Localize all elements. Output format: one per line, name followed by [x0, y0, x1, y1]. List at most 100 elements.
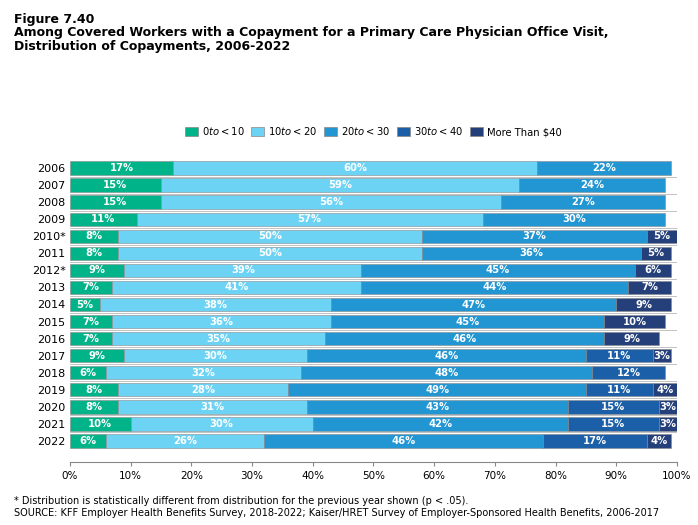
Text: 8%: 8% — [86, 402, 103, 412]
Bar — [70, 213, 137, 226]
Bar — [567, 417, 659, 430]
Bar — [586, 349, 653, 362]
Bar — [70, 383, 119, 396]
Bar — [161, 195, 501, 209]
Text: 50%: 50% — [258, 248, 282, 258]
Bar — [70, 161, 173, 175]
Text: 46%: 46% — [392, 436, 416, 446]
Text: 17%: 17% — [583, 436, 607, 446]
Bar — [641, 247, 671, 260]
Text: 60%: 60% — [343, 163, 367, 173]
Text: 15%: 15% — [601, 402, 625, 412]
Bar — [161, 178, 519, 192]
Bar — [124, 264, 362, 277]
Text: 48%: 48% — [434, 368, 459, 378]
Bar — [70, 400, 119, 414]
Text: Figure 7.40: Figure 7.40 — [14, 13, 94, 26]
Text: 59%: 59% — [328, 180, 352, 190]
Text: 32%: 32% — [191, 368, 216, 378]
Text: 9%: 9% — [89, 351, 105, 361]
Bar — [646, 229, 677, 243]
Bar — [659, 400, 677, 414]
Text: 41%: 41% — [225, 282, 249, 292]
Bar — [592, 366, 665, 380]
Bar — [70, 366, 106, 380]
Text: 30%: 30% — [209, 419, 234, 429]
Bar — [131, 417, 313, 430]
Text: Among Covered Workers with a Copayment for a Primary Care Physician Office Visit: Among Covered Workers with a Copayment f… — [14, 26, 609, 39]
Text: 15%: 15% — [103, 180, 128, 190]
Bar — [119, 400, 306, 414]
Text: 8%: 8% — [86, 248, 103, 258]
Text: 3%: 3% — [660, 419, 676, 429]
Bar — [124, 349, 306, 362]
Bar — [70, 434, 106, 448]
Bar — [422, 247, 641, 260]
Text: 4%: 4% — [651, 436, 667, 446]
Bar — [101, 298, 331, 311]
Bar — [70, 332, 112, 345]
Bar — [112, 315, 331, 328]
Bar — [119, 247, 422, 260]
Text: 9%: 9% — [623, 333, 640, 344]
Bar — [634, 264, 671, 277]
Text: 45%: 45% — [486, 265, 510, 276]
Text: 6%: 6% — [80, 368, 96, 378]
Bar — [483, 213, 665, 226]
Text: Distribution of Copayments, 2006-2022: Distribution of Copayments, 2006-2022 — [14, 40, 290, 53]
Text: 38%: 38% — [204, 299, 228, 310]
Text: SOURCE: KFF Employer Health Benefits Survey, 2018-2022; Kaiser/HRET Survey of Em: SOURCE: KFF Employer Health Benefits Sur… — [14, 508, 659, 518]
Text: 39%: 39% — [231, 265, 255, 276]
Text: 5%: 5% — [647, 248, 664, 258]
Bar — [331, 298, 616, 311]
Bar — [106, 434, 264, 448]
Bar — [119, 383, 288, 396]
Text: 37%: 37% — [522, 231, 547, 241]
Bar — [301, 366, 592, 380]
Bar — [646, 434, 671, 448]
Bar — [659, 417, 677, 430]
Text: 42%: 42% — [428, 419, 452, 429]
Text: 35%: 35% — [207, 333, 230, 344]
Bar — [70, 178, 161, 192]
Text: 8%: 8% — [86, 385, 103, 395]
Bar — [112, 332, 325, 345]
Text: 30%: 30% — [562, 214, 586, 224]
Bar — [137, 213, 483, 226]
Text: 6%: 6% — [644, 265, 661, 276]
Text: 4%: 4% — [656, 385, 674, 395]
Text: 43%: 43% — [425, 402, 450, 412]
Bar — [653, 383, 677, 396]
Bar — [70, 298, 101, 311]
Bar — [325, 332, 604, 345]
Text: 46%: 46% — [452, 333, 477, 344]
Bar — [616, 298, 671, 311]
Text: 7%: 7% — [641, 282, 658, 292]
Bar — [70, 417, 131, 430]
Text: 8%: 8% — [86, 231, 103, 241]
Text: 9%: 9% — [635, 299, 652, 310]
Bar — [519, 178, 665, 192]
Bar — [70, 247, 119, 260]
Bar — [288, 383, 586, 396]
Bar — [106, 366, 301, 380]
Bar — [362, 281, 628, 294]
Text: 57%: 57% — [297, 214, 322, 224]
Bar — [331, 315, 604, 328]
Text: 47%: 47% — [461, 299, 486, 310]
Text: 7%: 7% — [82, 282, 100, 292]
Bar — [70, 315, 112, 328]
Bar — [173, 161, 537, 175]
Bar — [119, 229, 422, 243]
Text: 22%: 22% — [592, 163, 616, 173]
Legend: $0 to < $10, $10 to < $20, $20 to < $30, $30 to < $40, More Than $40: $0 to < $10, $10 to < $20, $20 to < $30,… — [185, 125, 562, 137]
Bar — [112, 281, 362, 294]
Text: 30%: 30% — [204, 351, 228, 361]
Bar — [567, 400, 659, 414]
Bar — [628, 281, 671, 294]
Text: 49%: 49% — [425, 385, 450, 395]
Text: 9%: 9% — [89, 265, 105, 276]
Text: 7%: 7% — [82, 333, 100, 344]
Text: 10%: 10% — [623, 317, 646, 327]
Text: 3%: 3% — [660, 402, 676, 412]
